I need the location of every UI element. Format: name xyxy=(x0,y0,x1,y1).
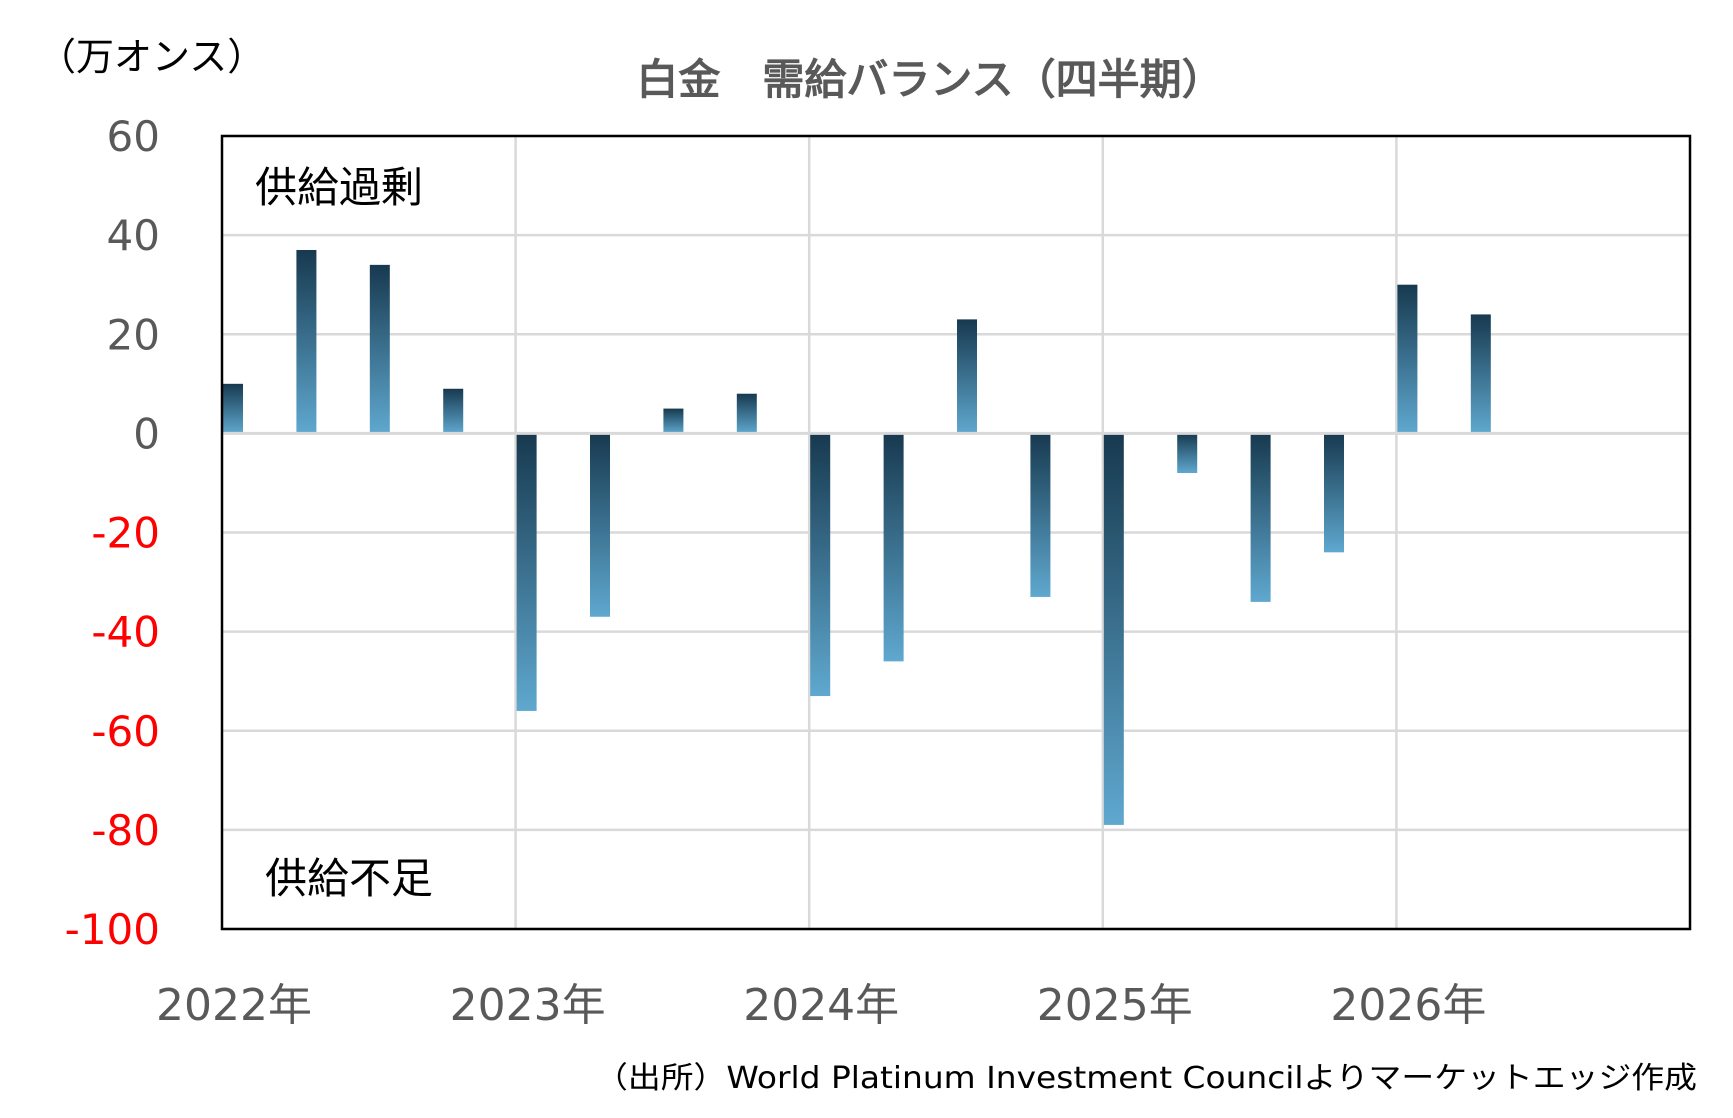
y-tick-label: 20 xyxy=(107,310,160,359)
y-tick-label: 0 xyxy=(133,409,160,458)
y-tick-label: -20 xyxy=(91,509,160,558)
bar xyxy=(883,433,904,662)
annotation-deficit: 供給不足 xyxy=(265,854,433,903)
x-tick-label: 2022年 xyxy=(156,980,312,1031)
bar xyxy=(957,319,978,434)
gridlines xyxy=(222,134,1690,931)
y-tick-label: -100 xyxy=(65,905,160,954)
bar xyxy=(810,433,831,697)
y-tick-labels: 60 40 20 0 -20 -40 -60 -80 -100 xyxy=(65,112,160,954)
y-tick-label: -60 xyxy=(91,707,160,756)
bar xyxy=(663,408,684,434)
y-tick-label: 40 xyxy=(107,211,160,260)
bar xyxy=(736,393,757,434)
bar xyxy=(516,433,537,711)
x-tick-label: 2026年 xyxy=(1330,980,1486,1031)
bar xyxy=(1324,433,1345,553)
source-note: （出所）World Platinum Investment Councilよりマ… xyxy=(595,1061,1697,1096)
bar xyxy=(1030,433,1051,597)
bar xyxy=(1250,433,1271,602)
chart-title: 白金 需給バランス（四半期） xyxy=(636,55,1223,104)
x-tick-labels: 2022年 2023年 2024年 2025年 2026年 xyxy=(156,980,1486,1031)
bar xyxy=(443,388,464,434)
bar xyxy=(590,433,611,617)
plot-area-border xyxy=(220,134,1692,931)
bar xyxy=(296,249,317,434)
y-tick-label: 60 xyxy=(107,112,160,161)
x-tick-label: 2023年 xyxy=(450,980,606,1031)
bar xyxy=(1177,433,1198,474)
bar xyxy=(1470,314,1491,434)
bar xyxy=(1103,433,1124,825)
x-tick-label: 2025年 xyxy=(1037,980,1193,1031)
bars xyxy=(222,249,1690,825)
y-axis-unit: （万オンス） xyxy=(38,35,265,79)
x-tick-label: 2024年 xyxy=(743,980,899,1031)
y-tick-label: -80 xyxy=(91,806,160,855)
bar xyxy=(1397,284,1418,434)
y-tick-label: -40 xyxy=(91,608,160,657)
bar xyxy=(369,264,390,434)
bar xyxy=(223,383,244,434)
annotation-surplus: 供給過剰 xyxy=(255,163,423,212)
